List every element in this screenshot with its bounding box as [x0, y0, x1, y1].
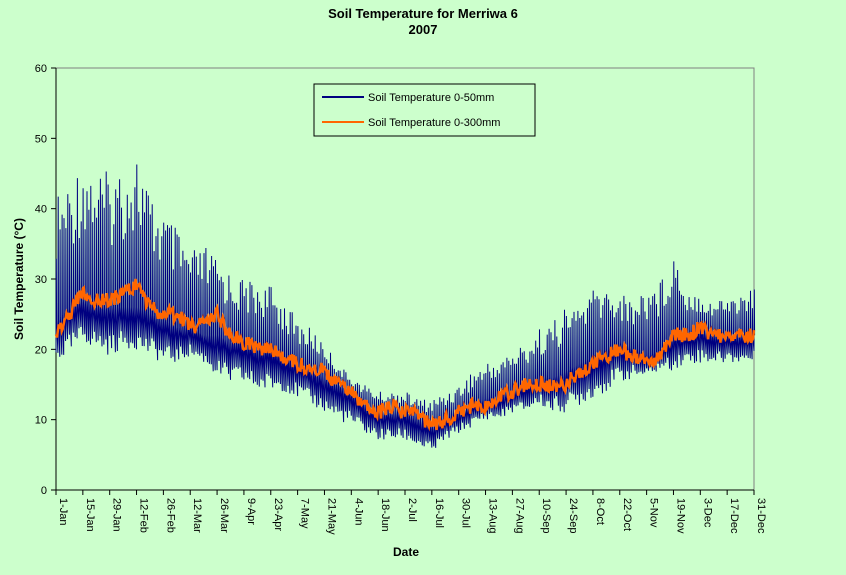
y-tick-label: 60	[35, 63, 47, 75]
y-tick-label: 50	[35, 133, 47, 145]
x-tick-label: 26-Mar	[218, 498, 230, 533]
chart-title: Soil Temperature for Merriwa 6	[328, 6, 518, 21]
x-tick-label: 30-Jul	[460, 498, 472, 528]
x-tick-label: 7-May	[299, 498, 311, 529]
x-tick-label: 18-Jun	[379, 498, 391, 532]
x-axis: 1-Jan 15-Jan 29-Jan 12-Feb 26-Feb 12-Mar 26-Ma…	[55, 489, 767, 535]
x-tick-label: 22-Oct	[621, 498, 633, 531]
x-tick-label: 8-Oct	[594, 498, 606, 525]
series-layer	[54, 164, 756, 448]
legend-label-series-1: Soil Temperature 0-50mm	[368, 92, 494, 104]
x-tick-label: 17-Dec	[728, 498, 740, 534]
x-tick-label: 23-Apr	[272, 498, 284, 531]
y-tick-label: 10	[35, 415, 47, 427]
series-line-soil-0-300mm	[54, 278, 756, 432]
x-tick-label: 5-Nov	[648, 498, 660, 528]
y-axis-label: Soil Temperature (°C)	[12, 218, 26, 340]
x-tick-label: 29-Jan	[111, 498, 123, 532]
legend-box	[313, 83, 536, 137]
x-tick-label: 16-Jul	[433, 498, 445, 528]
x-tick-label: 1-Jan	[57, 498, 69, 526]
x-tick-label: 3-Dec	[701, 498, 713, 528]
x-tick-label: 4-Jun	[352, 498, 364, 526]
x-tick-label: 12-Mar	[191, 498, 203, 533]
x-tick-label: 13-Aug	[487, 498, 499, 533]
x-tick-label: 2-Jul	[406, 498, 418, 522]
x-tick-label: 10-Sep	[540, 498, 552, 533]
x-tick-label: 31-Dec	[755, 498, 767, 534]
y-tick-label: 20	[35, 344, 47, 356]
x-axis-label: Date	[393, 545, 419, 559]
x-tick-label: 27-Aug	[513, 498, 525, 533]
x-tick-label: 9-Apr	[245, 498, 257, 525]
series-line-soil-0-50mm	[55, 164, 756, 448]
x-tick-label: 24-Sep	[567, 498, 579, 533]
x-tick-label: 21-May	[325, 498, 337, 535]
legend: Soil Temperature 0-50mm Soil Temperature…	[313, 83, 536, 137]
chart-subtitle: 2007	[409, 22, 438, 37]
legend-label-series-2: Soil Temperature 0-300mm	[368, 117, 500, 129]
x-tick-label: 12-Feb	[138, 498, 150, 533]
y-axis: 0 10 20 30 40 50 60	[35, 63, 57, 497]
y-tick-label: 0	[41, 485, 47, 497]
x-tick-label: 19-Nov	[674, 498, 686, 534]
x-tick-label: 15-Jan	[84, 498, 96, 532]
x-tick-label: 26-Feb	[164, 498, 176, 533]
y-tick-label: 40	[35, 204, 47, 216]
y-tick-label: 30	[35, 274, 47, 286]
